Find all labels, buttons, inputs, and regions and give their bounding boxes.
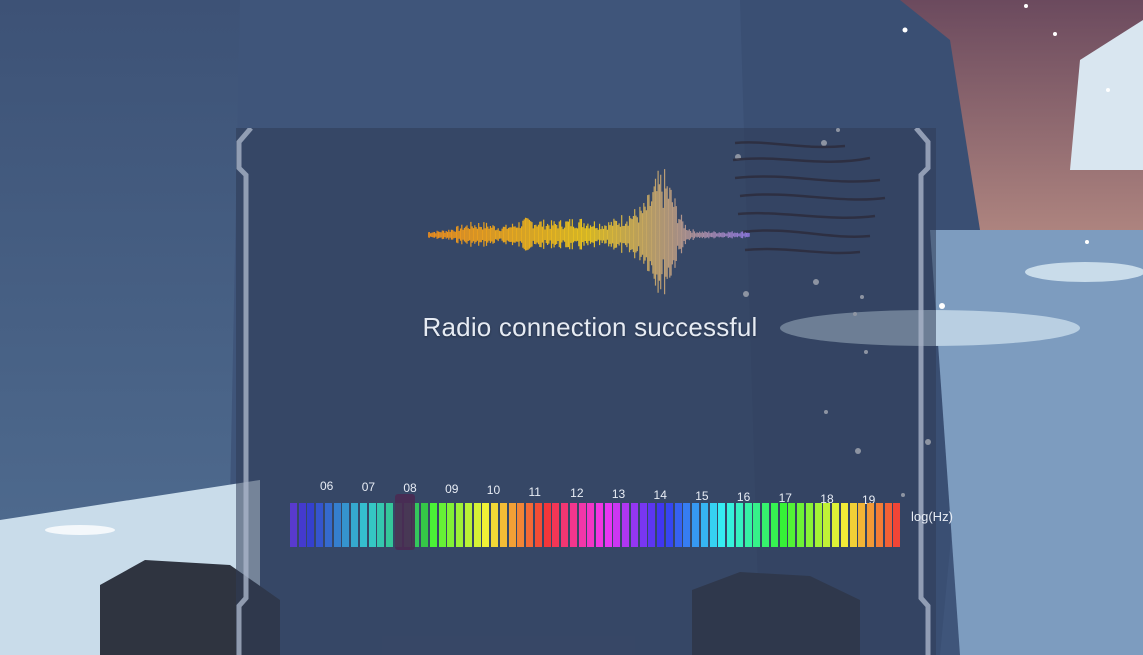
radio-status-message: Radio connection successful xyxy=(422,312,758,342)
spectrum-segment xyxy=(700,503,708,547)
spectrum-segment xyxy=(499,503,507,547)
spectrum-segment xyxy=(517,503,525,547)
spectrum-segment xyxy=(377,503,385,547)
spectrum-segment xyxy=(657,503,665,547)
spectrum-segment xyxy=(727,503,735,547)
tick-label-06: 06 xyxy=(320,479,334,493)
spectrum-segment xyxy=(770,503,778,547)
spectrum-segment xyxy=(342,503,350,547)
spectrum-segment xyxy=(832,503,840,547)
spectrum-segment xyxy=(797,503,805,547)
spectrum-segment xyxy=(596,503,603,547)
tick-label-11: 11 xyxy=(528,484,541,499)
spectrum-segment xyxy=(412,503,420,547)
waveform-trace xyxy=(428,169,750,295)
tick-label-13: 13 xyxy=(611,486,626,501)
tick-label-10: 10 xyxy=(486,483,501,498)
spectrum-segment xyxy=(508,503,516,547)
spectrum-segment xyxy=(298,503,306,547)
spectrum-segment xyxy=(534,503,542,547)
tick-label-16: 16 xyxy=(736,490,751,504)
spectrum-segment xyxy=(622,503,630,547)
spectrum-segment xyxy=(604,503,612,547)
spectrum-segment xyxy=(333,503,341,547)
spectrum-segment xyxy=(429,503,437,547)
tick-label-08: 08 xyxy=(403,481,417,496)
spectrum-segment xyxy=(805,503,813,547)
spectrum-segment xyxy=(692,503,700,547)
tick-label-15: 15 xyxy=(695,488,709,503)
spectrum-segment xyxy=(386,503,394,547)
spectrum-segment xyxy=(569,503,577,547)
spectrum-segment xyxy=(674,503,682,547)
spectrum-segment xyxy=(307,503,315,547)
spectrum-segment xyxy=(718,503,726,547)
spectrum-segment xyxy=(893,503,901,547)
spectrum-segment xyxy=(849,503,857,547)
spectrum-segment xyxy=(814,503,822,547)
spectrum-segment xyxy=(351,503,359,547)
spectrum-segment xyxy=(867,503,875,547)
panel-frame xyxy=(236,128,931,655)
spectrum-segment xyxy=(788,503,796,547)
tick-label-12: 12 xyxy=(570,485,584,500)
spectrum-segment xyxy=(473,503,481,547)
frequency-spectrum-bar[interactable] xyxy=(290,503,902,547)
spectrum-segment xyxy=(744,503,752,547)
spectrum-segment xyxy=(359,503,367,547)
spectrum-segment xyxy=(823,503,831,547)
spectrum-segment xyxy=(421,503,429,547)
spectrum-segment xyxy=(447,503,455,547)
signal-waveform xyxy=(428,169,750,295)
radio-panel xyxy=(236,128,936,655)
tick-label-09: 09 xyxy=(445,482,459,497)
spectrum-segment xyxy=(456,503,464,547)
spectrum-segment xyxy=(753,503,761,547)
spectrum-segment xyxy=(316,503,324,547)
spectrum-segment xyxy=(543,503,551,547)
spectrum-segment xyxy=(491,503,499,547)
spectrum-segment xyxy=(324,503,332,547)
tick-label-17: 17 xyxy=(778,491,792,506)
spectrum-segment xyxy=(438,503,446,547)
spectrum-segment xyxy=(875,503,883,547)
tick-label-07: 07 xyxy=(361,480,376,495)
spectrum-segment xyxy=(858,503,866,547)
spectrum-segment xyxy=(464,503,472,547)
tick-label-14: 14 xyxy=(653,487,667,502)
spectrum-segment xyxy=(762,503,770,547)
spectrum-segment xyxy=(613,503,621,547)
spectrum-segment xyxy=(368,503,376,547)
spectrum-segment xyxy=(840,503,848,547)
frequency-unit-label: log(Hz) xyxy=(911,509,953,524)
spectrum-segment xyxy=(526,503,534,547)
tick-label-18: 18 xyxy=(820,492,834,507)
spectrum-segment xyxy=(587,503,595,547)
spectrum-segment xyxy=(665,503,673,547)
spectrum-segment xyxy=(552,503,560,547)
spectrum-segment xyxy=(709,503,717,547)
frequency-slider-handle[interactable] xyxy=(395,494,415,550)
spectrum-segment xyxy=(683,503,691,547)
spectrum-segment xyxy=(561,503,569,547)
spectrum-segment xyxy=(648,503,656,547)
spectrum-segment xyxy=(735,503,743,547)
spectrum-segment xyxy=(630,503,638,547)
spectrum-segment xyxy=(578,503,586,547)
spectrum-segment xyxy=(884,503,892,547)
spectrum-segment xyxy=(639,503,647,547)
spectrum-segment xyxy=(482,503,490,547)
spectrum-segment xyxy=(290,503,297,547)
spectrum-segment xyxy=(779,503,787,547)
